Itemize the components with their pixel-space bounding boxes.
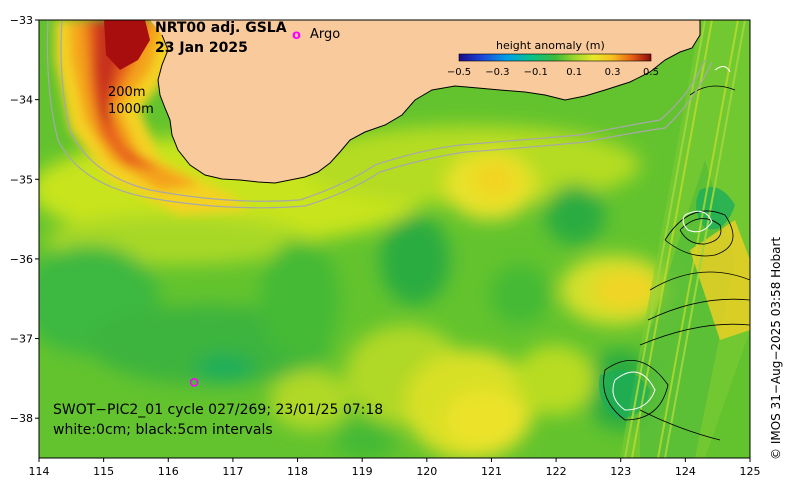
- argo-legend-symbol: o: [292, 28, 301, 43]
- warm-core: [104, 20, 150, 70]
- y-axis: −33 −34 −35 −36 −37 −38: [10, 14, 39, 425]
- x-tick-label: 123: [610, 465, 631, 478]
- y-tick-label: −36: [10, 253, 33, 266]
- y-tick-label: −34: [10, 94, 33, 107]
- product-title: NRT00 adj. GSLA: [155, 20, 287, 36]
- contour-info-line: white:0cm; black:5cm intervals: [53, 422, 273, 438]
- colorbar: height anomaly (m) −0.5 −0.3 −0.1 0.1 0.3 0.5: [447, 39, 659, 78]
- isobath-1000m: [46, 20, 713, 209]
- x-tick-label: 114: [29, 465, 50, 478]
- y-tick-label: −38: [10, 412, 33, 425]
- x-tick-label: 124: [675, 465, 696, 478]
- colorbar-tick-label: −0.1: [524, 67, 548, 78]
- depth-label-200m: 200m: [108, 85, 145, 100]
- x-tick-label: 115: [93, 465, 114, 478]
- y-tick-label: −35: [10, 173, 33, 186]
- plot-frame: [38, 19, 751, 459]
- colorbar-tick-label: 0.1: [566, 67, 582, 78]
- isobath-200m: [60, 20, 706, 202]
- x-tick-label: 118: [287, 465, 308, 478]
- x-tick-label: 122: [546, 465, 567, 478]
- y-tick-label: −37: [10, 333, 33, 346]
- anomaly-field: [39, 125, 670, 458]
- date-title: 23 Jan 2025: [155, 40, 248, 56]
- colorbar-title: height anomaly (m): [496, 39, 605, 52]
- x-tick-label: 117: [222, 465, 243, 478]
- colorbar-ramp: [458, 53, 652, 62]
- y-tick-label: −33: [10, 14, 33, 27]
- argo-legend: o Argo: [292, 27, 340, 43]
- swot-swath: [599, 20, 750, 458]
- swot-info-line: SWOT−PIC2_01 cycle 027/269; 23/01/25 07:…: [53, 402, 383, 418]
- x-tick-label: 120: [416, 465, 437, 478]
- colorbar-tick-label: 0.3: [605, 67, 621, 78]
- colorbar-tick-label: −0.3: [485, 67, 509, 78]
- x-axis: 114 115 116 117 118 119 120 121 122 123 124 125: [29, 458, 761, 478]
- x-tick-label: 119: [352, 465, 373, 478]
- x-tick-label: 121: [481, 465, 502, 478]
- depth-label-1000m: 1000m: [108, 102, 154, 117]
- x-tick-label: 116: [158, 465, 179, 478]
- argo-float-marker[interactable]: [189, 378, 199, 387]
- x-tick-label: 125: [740, 465, 761, 478]
- credit-text: © IMOS 31−Aug−2025 03:58 Hobart: [769, 237, 783, 460]
- coastline: [157, 20, 701, 184]
- argo-legend-label: Argo: [310, 27, 340, 42]
- colorbar-tick-label: −0.5: [447, 67, 471, 78]
- colorbar-tick-label: 0.5: [643, 67, 659, 78]
- colorbar-ticks: −0.5 −0.3 −0.1 0.1 0.3 0.5: [447, 67, 659, 78]
